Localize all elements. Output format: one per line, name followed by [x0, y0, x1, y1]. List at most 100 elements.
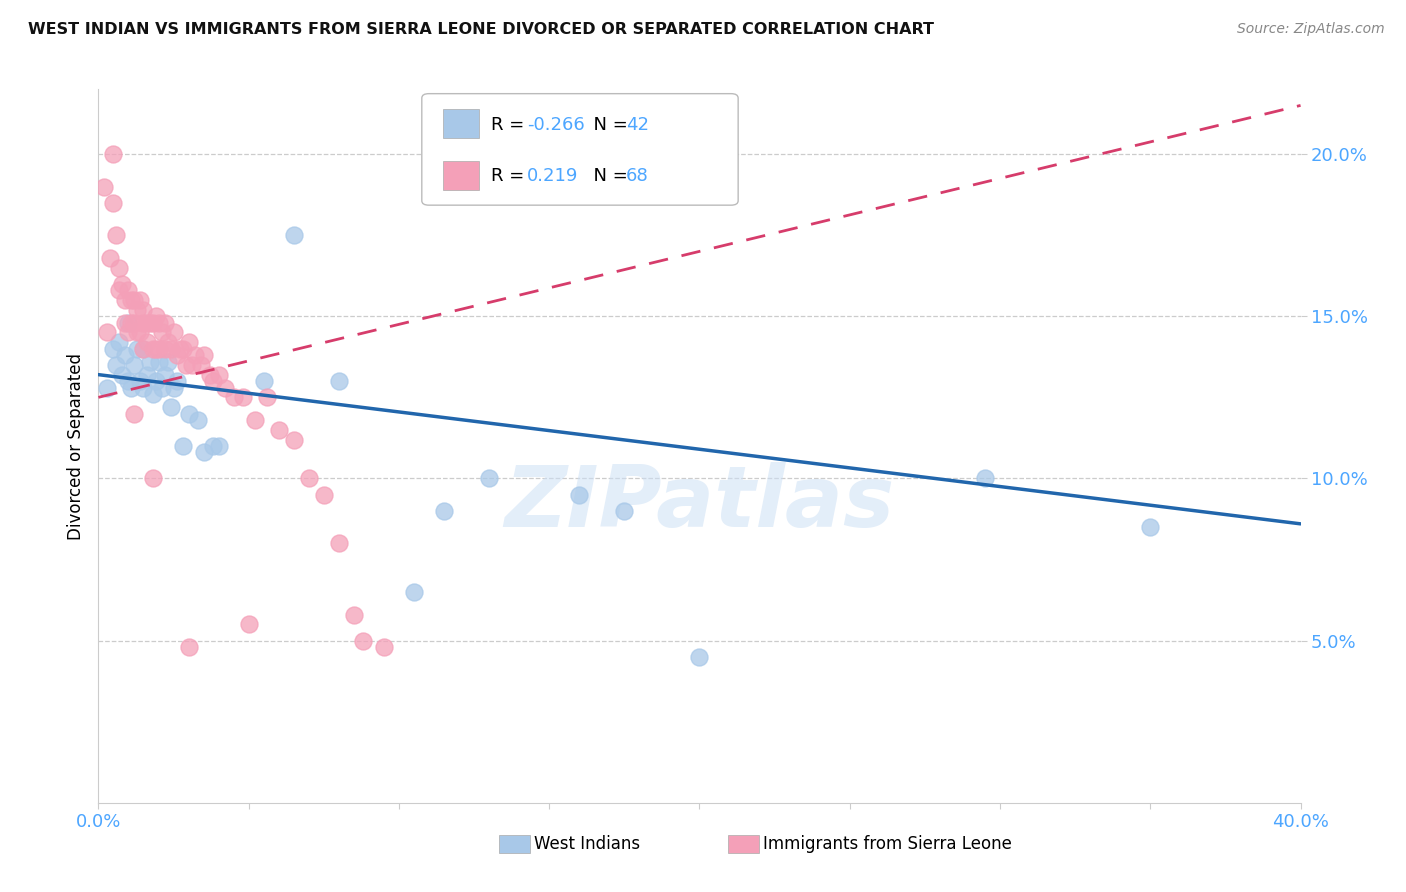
- Point: [127, 302, 149, 317]
- Point: [145, 310, 167, 324]
- Point: [974, 471, 997, 485]
- Point: [433, 504, 456, 518]
- Text: West Indians: West Indians: [534, 835, 640, 853]
- Point: [135, 368, 157, 382]
- Point: [214, 381, 236, 395]
- Point: [153, 316, 176, 330]
- Point: [208, 368, 231, 382]
- Point: [166, 374, 188, 388]
- Point: [132, 302, 155, 317]
- Point: [568, 488, 591, 502]
- Point: [138, 354, 160, 368]
- Point: [153, 342, 176, 356]
- Point: [132, 316, 155, 330]
- Text: 42: 42: [626, 116, 648, 134]
- Text: WEST INDIAN VS IMMIGRANTS FROM SIERRA LEONE DIVORCED OR SEPARATED CORRELATION CH: WEST INDIAN VS IMMIGRANTS FROM SIERRA LE…: [28, 22, 934, 37]
- Point: [402, 585, 425, 599]
- Point: [267, 423, 290, 437]
- Point: [108, 335, 131, 350]
- Point: [96, 381, 118, 395]
- Point: [150, 326, 173, 340]
- Point: [141, 471, 163, 485]
- Point: [141, 316, 163, 330]
- Point: [153, 368, 176, 382]
- Point: [108, 260, 131, 275]
- Point: [114, 348, 136, 362]
- Point: [177, 407, 200, 421]
- Point: [127, 326, 149, 340]
- Point: [145, 374, 167, 388]
- Point: [312, 488, 335, 502]
- Point: [238, 617, 260, 632]
- Point: [117, 316, 139, 330]
- Point: [156, 354, 179, 368]
- Point: [688, 649, 710, 664]
- Point: [253, 374, 276, 388]
- Point: [283, 433, 305, 447]
- Point: [1139, 520, 1161, 534]
- Point: [256, 390, 278, 404]
- Point: [124, 293, 146, 307]
- Point: [172, 342, 194, 356]
- Point: [298, 471, 321, 485]
- Point: [132, 381, 155, 395]
- Point: [172, 439, 194, 453]
- Point: [117, 283, 139, 297]
- Point: [135, 316, 157, 330]
- Point: [103, 342, 125, 356]
- Point: [166, 348, 188, 362]
- Text: R =: R =: [491, 167, 536, 185]
- Point: [132, 342, 155, 356]
- Point: [121, 316, 143, 330]
- Point: [198, 368, 221, 382]
- Point: [177, 335, 200, 350]
- Point: [129, 326, 152, 340]
- Point: [105, 228, 128, 243]
- Text: 0.219: 0.219: [527, 167, 579, 185]
- Point: [343, 607, 366, 622]
- Point: [121, 381, 143, 395]
- Point: [96, 326, 118, 340]
- Point: [111, 277, 134, 291]
- Point: [478, 471, 501, 485]
- Point: [148, 316, 170, 330]
- Text: 68: 68: [626, 167, 648, 185]
- Point: [121, 293, 143, 307]
- Text: Immigrants from Sierra Leone: Immigrants from Sierra Leone: [763, 835, 1012, 853]
- Point: [138, 316, 160, 330]
- Point: [283, 228, 305, 243]
- Point: [111, 368, 134, 382]
- Point: [177, 640, 200, 654]
- Point: [103, 147, 125, 161]
- Point: [103, 195, 125, 210]
- Point: [328, 536, 350, 550]
- Point: [201, 439, 224, 453]
- Point: [208, 439, 231, 453]
- Point: [193, 348, 215, 362]
- Point: [162, 381, 184, 395]
- Text: R =: R =: [491, 116, 530, 134]
- Point: [156, 335, 179, 350]
- Point: [183, 348, 205, 362]
- Point: [190, 358, 212, 372]
- Point: [222, 390, 245, 404]
- Point: [135, 335, 157, 350]
- Point: [187, 413, 209, 427]
- Point: [100, 251, 122, 265]
- Point: [180, 358, 202, 372]
- Point: [159, 400, 181, 414]
- Point: [159, 342, 181, 356]
- Point: [613, 504, 636, 518]
- Point: [193, 445, 215, 459]
- Point: [169, 342, 191, 356]
- Point: [352, 633, 374, 648]
- Point: [114, 316, 136, 330]
- Point: [105, 358, 128, 372]
- Point: [108, 283, 131, 297]
- Point: [124, 358, 146, 372]
- Point: [232, 390, 254, 404]
- Point: [150, 381, 173, 395]
- Point: [129, 374, 152, 388]
- Point: [373, 640, 395, 654]
- Point: [132, 342, 155, 356]
